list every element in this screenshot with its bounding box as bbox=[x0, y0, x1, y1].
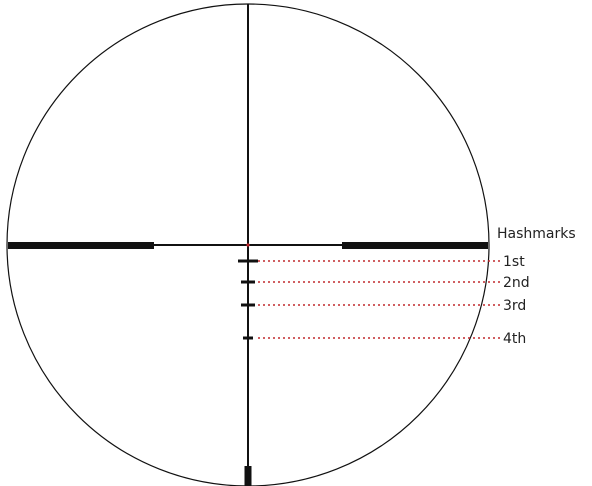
hashmark-label-2nd: 2nd bbox=[503, 275, 530, 291]
center-dot bbox=[246, 243, 250, 247]
bottom-thick-post bbox=[244, 466, 252, 486]
hashmark-label-1st: 1st bbox=[503, 254, 525, 270]
left-thick-post bbox=[8, 242, 154, 249]
hashmark-label-3rd: 3rd bbox=[503, 298, 526, 314]
legend-title: Hashmarks bbox=[497, 226, 576, 242]
hashmark-label-4th: 4th bbox=[503, 331, 526, 347]
right-thick-post bbox=[342, 242, 488, 249]
